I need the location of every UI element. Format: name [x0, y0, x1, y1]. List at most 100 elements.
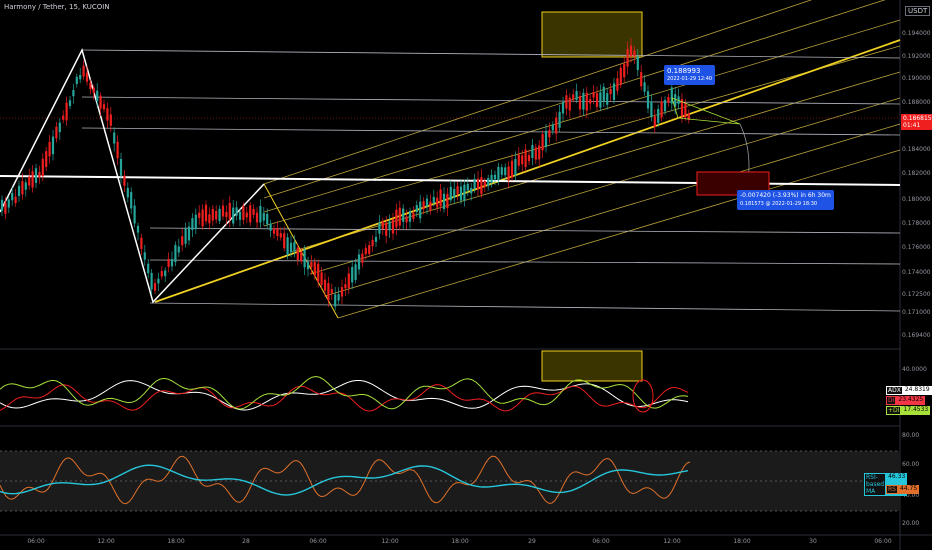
candle-body: [96, 90, 99, 102]
candle-body: [612, 83, 616, 101]
target-box[interactable]: [696, 171, 770, 196]
candle-body: [323, 279, 327, 291]
candle-body: [99, 95, 102, 109]
price-label-top[interactable]: 0.188993 2022-01-29 12:40: [664, 65, 716, 85]
triangle-drawing[interactable]: [671, 97, 741, 125]
candle-body: [680, 99, 684, 117]
candle-body: [527, 155, 531, 162]
time-tick: 06:00: [27, 538, 45, 545]
candle-body: [663, 99, 667, 112]
candle-body: [157, 278, 160, 284]
candle-body: [45, 151, 48, 167]
candle-body: [504, 167, 507, 176]
candle-body: [653, 116, 656, 128]
candle-body: [589, 99, 592, 104]
zigzag-line[interactable]: [0, 47, 265, 304]
candle-body: [385, 222, 388, 236]
candle-body: [317, 263, 320, 282]
candle-body: [531, 144, 534, 158]
projection-label[interactable]: -0.007420 (-3.93%) in 6h 30m 0.181573 @ …: [737, 190, 834, 210]
current-price-tag: 0.186815 01:41: [901, 114, 932, 130]
candle-body: [643, 82, 646, 92]
candle-body: [123, 175, 126, 186]
candle-body: [262, 213, 265, 221]
candle-body: [351, 266, 354, 283]
candle-body: [34, 168, 38, 183]
candle-body: [119, 159, 123, 176]
legend-value: 44.75: [897, 485, 920, 494]
candle-body: [306, 261, 310, 270]
candle-body: [357, 254, 361, 270]
time-tick: 12:00: [663, 538, 681, 545]
candle-body: [164, 270, 167, 277]
countdown-value: 01:41: [903, 122, 921, 129]
candle-body: [623, 63, 626, 78]
candle-body: [684, 102, 687, 118]
candle-body: [490, 174, 493, 183]
candle-body: [89, 82, 92, 90]
currency-button[interactable]: USDT: [905, 6, 931, 16]
pitchfork-median-line[interactable]: [154, 39, 901, 303]
circle-highlight[interactable]: [632, 379, 654, 413]
candle-body: [361, 253, 364, 263]
candle-body: [561, 102, 565, 114]
candle-body: [381, 221, 384, 229]
candle-body: [279, 233, 282, 238]
candle-body: [296, 247, 299, 260]
candle-body: [439, 189, 442, 207]
candle-body: [283, 233, 286, 249]
price-tick: 0.174000: [902, 269, 931, 276]
candle-body: [218, 208, 221, 222]
time-tick: 12:00: [97, 538, 115, 545]
candle-body: [313, 262, 316, 276]
price-tick: 0.192000: [902, 53, 931, 60]
candle-body: [303, 249, 306, 268]
candlestick-series[interactable]: [0, 38, 690, 311]
candle-body: [524, 149, 527, 168]
price-tick: 0.180000: [902, 196, 931, 203]
price-tick: 0.184000: [902, 146, 931, 153]
rsi-tick: 80.00: [902, 432, 920, 439]
candle-body: [272, 228, 276, 234]
highlight-box-top[interactable]: [541, 11, 643, 58]
candle-body: [126, 187, 129, 198]
symbol-title[interactable]: Harmony / Tether, 15, KUCOIN: [4, 3, 110, 11]
candle-body: [31, 171, 34, 188]
candle-body: [419, 201, 422, 219]
legend-row[interactable]: ADX 24.8319: [886, 386, 932, 395]
candle-body: [650, 101, 653, 118]
candle-body: [446, 193, 449, 209]
candle-body: [249, 205, 252, 223]
legend-row[interactable]: DI 23.4325: [886, 396, 926, 405]
top-label-date: 2022-01-29 12:40: [667, 76, 713, 82]
candle-body: [551, 124, 554, 131]
candle-body: [215, 211, 218, 220]
highlight-box-adx[interactable]: [541, 350, 643, 382]
candle-body: [619, 67, 622, 85]
projection-line2: 0.181573 @ 2022-01-29 18:30: [740, 201, 818, 207]
current-price-value: 0.186815: [903, 115, 932, 122]
rsi-line: [0, 455, 691, 505]
candle-body: [344, 284, 347, 289]
candle-body: [4, 202, 7, 214]
price-tick: 0.178000: [902, 220, 931, 227]
legend-row[interactable]: +DI 17.4533: [886, 406, 931, 415]
candle-body: [198, 212, 201, 218]
candle-body: [578, 96, 582, 110]
candle-body: [470, 188, 473, 194]
candle-body: [68, 100, 72, 107]
candle-body: [422, 201, 425, 210]
candle-body: [106, 108, 109, 121]
candle-body: [289, 242, 293, 253]
candle-body: [310, 261, 313, 268]
time-tick: 18:00: [167, 538, 185, 545]
candle-body: [177, 246, 180, 253]
candle-body: [113, 132, 116, 144]
candle-body: [514, 158, 517, 176]
candle-body: [160, 271, 163, 277]
legend-row[interactable]: RSI-based MA 46.33: [864, 473, 908, 496]
candle-body: [480, 177, 483, 195]
candle-body: [269, 223, 272, 231]
legend-row[interactable]: RS 44.75: [886, 485, 920, 494]
